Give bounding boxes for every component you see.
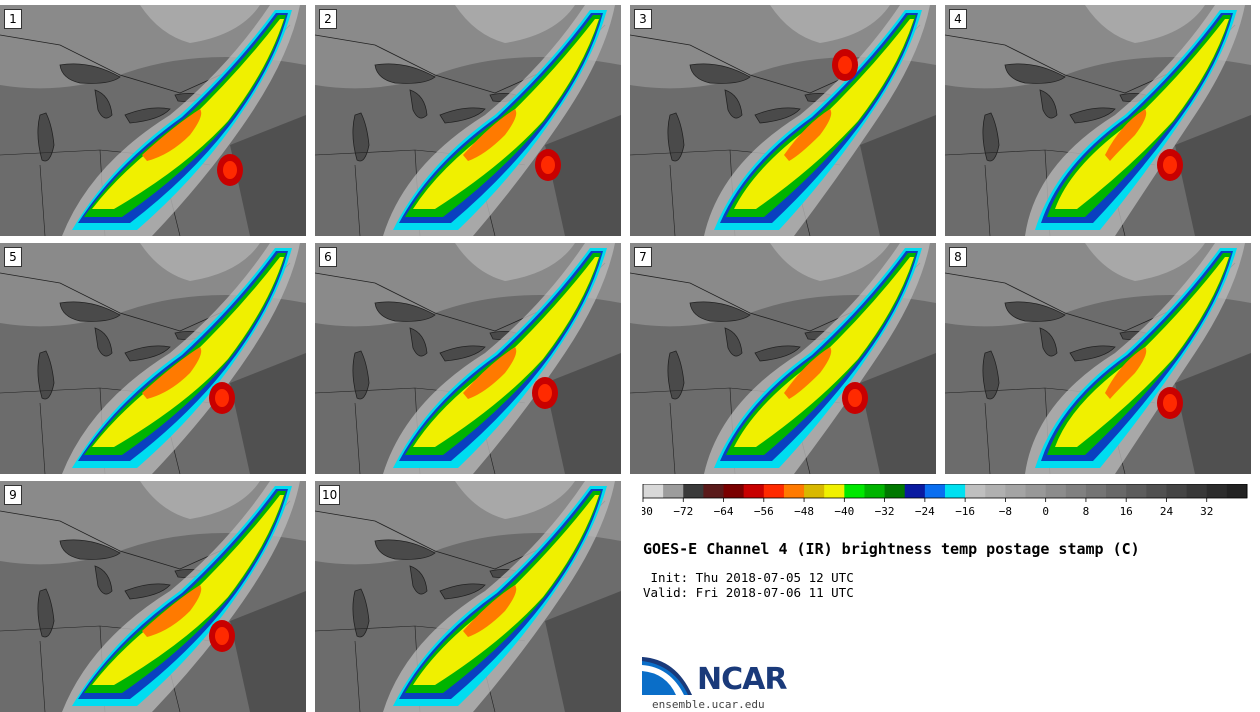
ir-map [0,243,306,474]
colorbar-bin [924,484,946,498]
ir-map [315,5,621,236]
colorbar-bin [1085,484,1107,498]
colorbar-tick-label: −56 [754,505,774,518]
ir-map [945,243,1251,474]
colorbar-tick-label: −64 [714,505,734,518]
colorbar-tick-label: −40 [834,505,854,518]
colorbar-bin [864,484,886,498]
colorbar-tick-label: −72 [673,505,693,518]
colorbar-tick-label: −24 [915,505,935,518]
colorbar-bin [643,484,664,498]
colorbar-tick-label: −32 [875,505,895,518]
ir-map [0,5,306,236]
panel-number: 7 [634,247,652,267]
colorbar-bin [763,484,785,498]
colorbar-bin [1025,484,1047,498]
panel-number: 2 [319,9,337,29]
valid-time: Valid: Fri 2018-07-06 11 UTC [643,585,854,600]
ir-map [630,243,936,474]
ensemble-member-panel: 8 [945,243,1251,474]
ensemble-member-panel: 5 [0,243,306,474]
ensemble-member-panel: 9 [0,481,306,712]
colorbar-bin [1226,484,1248,498]
init-time: Init: Thu 2018-07-05 12 UTC [643,570,854,585]
colorbar-tick-label: −8 [999,505,1012,518]
colorbar-bin [723,484,745,498]
ensemble-member-panel: 6 [315,243,621,474]
figure-title: GOES-E Channel 4 (IR) brightness temp po… [643,540,1140,558]
ensemble-member-panel: 10 [315,481,621,712]
colorbar-tick-label: −16 [955,505,975,518]
colorbar-bin [804,484,825,498]
colorbar-bin [884,484,906,498]
colorbar-bin [1005,484,1027,498]
colorbar-bin [783,484,805,498]
logo-url: ensemble.ucar.edu [652,698,765,711]
colorbar-bin [824,484,845,498]
panel-number: 3 [634,9,652,29]
panel-number: 1 [4,9,22,29]
ensemble-member-panel: 3 [630,5,936,236]
ir-map [0,481,306,712]
colorbar-bin [663,484,684,498]
colorbar-tick-label: 24 [1160,505,1174,518]
ir-map [630,5,936,236]
colorbar-bin [1106,484,1127,498]
panel-number: 5 [4,247,22,267]
colorbar-bin [1065,484,1087,498]
colorbar-border [642,484,1248,499]
colorbar-bin [743,484,765,498]
colorbar-bin [1146,484,1167,498]
colorbar-bin [1126,484,1147,498]
colorbar-tick-label: −48 [794,505,814,518]
colorbar-bin [703,484,725,498]
ensemble-member-panel: 2 [315,5,621,236]
panel-number: 4 [949,9,967,29]
colorbar-tick-label: 16 [1120,505,1133,518]
colorbar-bin [844,484,865,498]
colorbar-tick-label: 8 [1083,505,1090,518]
logo-text: NCAR [697,662,787,697]
colorbar-tick-label: −80 [642,505,653,518]
colorbar-bin [985,484,1006,498]
ncar-logo-icon [642,657,692,695]
colorbar-tick-label: 0 [1042,505,1049,518]
colorbar-bin [683,484,704,498]
colorbar-bin [904,484,926,498]
ensemble-member-panel: 1 [0,5,306,236]
ir-map [315,243,621,474]
panel-number: 10 [319,485,341,505]
panel-number: 9 [4,485,22,505]
colorbar-bin [965,484,986,498]
colorbar-bin [945,484,966,498]
colorbar-bin [1045,484,1067,498]
ensemble-member-panel: 7 [630,243,936,474]
panel-number: 8 [949,247,967,267]
colorbar-tick-label: 32 [1200,505,1213,518]
colorbar-bin [1186,484,1208,498]
colorbar-bin [1206,484,1228,498]
ensemble-member-panel: 4 [945,5,1251,236]
colorbar-bin [1166,484,1188,498]
panel-number: 6 [319,247,337,267]
ir-map [945,5,1251,236]
ir-map [315,481,621,712]
